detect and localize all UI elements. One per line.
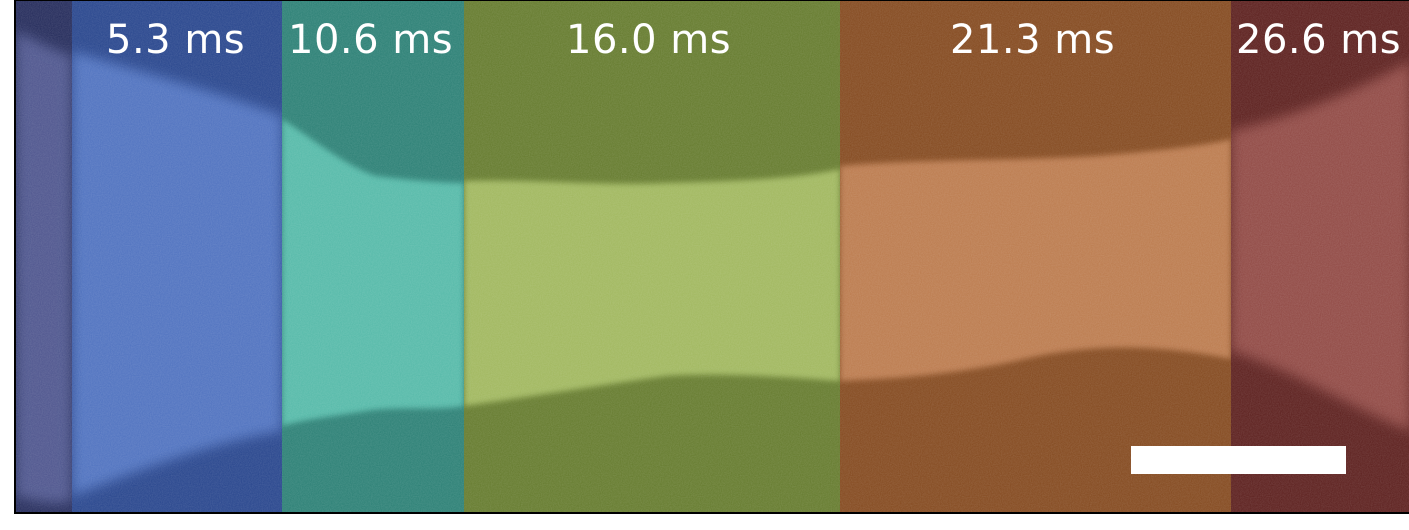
scale-bar xyxy=(1131,446,1346,474)
time-label-1: 5.3 ms xyxy=(106,16,245,64)
time-label-2: 10.6 ms xyxy=(288,16,453,64)
image-frame xyxy=(14,0,1409,514)
microscopy-strip xyxy=(16,1,1409,514)
time-label-4: 21.3 ms xyxy=(950,16,1115,64)
time-label-3: 16.0 ms xyxy=(566,16,731,64)
time-label-5: 26.6 ms xyxy=(1236,16,1401,64)
